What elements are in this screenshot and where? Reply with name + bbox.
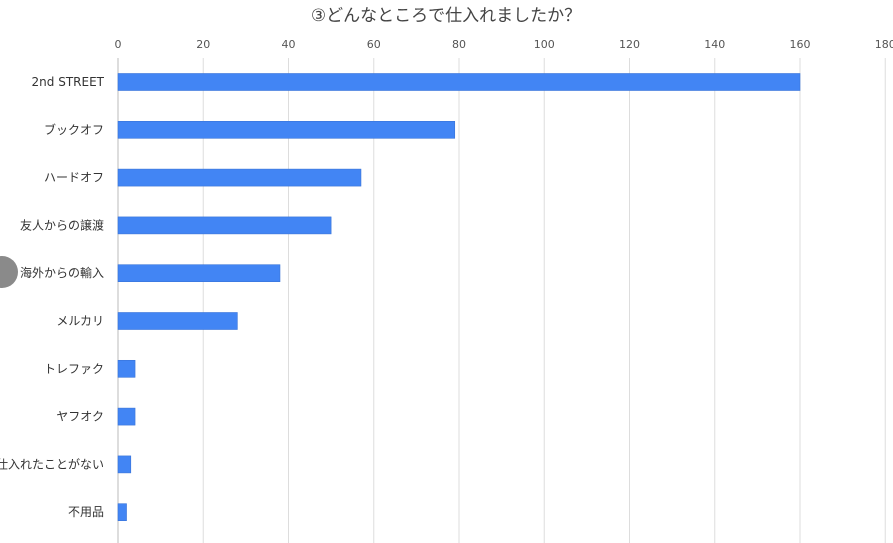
category-label: ヤフオク [56,410,104,424]
bar [117,455,132,474]
x-tick-label: 100 [534,38,555,51]
x-tick-label: 0 [115,38,122,51]
bar [117,407,136,426]
bar [117,359,136,378]
x-tick-label: 40 [282,38,296,51]
bar [117,216,332,235]
category-label: 海外からの輸入 [20,265,104,280]
category-label: 友人からの譲渡 [20,217,104,232]
x-tick-label: 180 [875,38,893,51]
x-tick-label: 60 [367,38,381,51]
x-tick-label: 20 [196,38,210,51]
chart-title: ③どんなところで仕入れましたか？ [311,6,581,26]
x-tick-label: 140 [704,38,725,51]
category-label: 仕入れたことがない [0,456,104,471]
category-label: 不用品 [68,505,104,519]
category-label: トレファク [44,362,104,376]
bar [117,73,801,91]
x-tick-label: 160 [790,38,811,51]
bar [117,503,127,522]
category-label: メルカリ [56,314,104,328]
category-label: ブックオフ [44,122,104,137]
x-tick-label: 80 [452,38,466,51]
category-label: ハードオフ [44,171,104,185]
bar [117,312,238,330]
category-label: 2nd STREET [32,75,105,89]
bar [117,264,281,283]
overlay-circle [0,256,18,288]
x-tick-label: 120 [619,38,640,51]
bar [117,121,456,139]
bar [117,168,362,187]
